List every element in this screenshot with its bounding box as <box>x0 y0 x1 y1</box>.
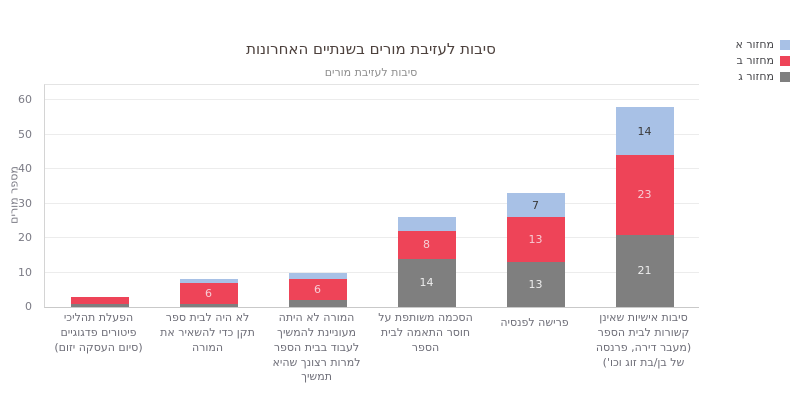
bar-segment[interactable]: 13 <box>506 217 565 263</box>
bar-segment[interactable]: 8 <box>397 231 456 259</box>
bar-segment[interactable] <box>288 300 347 307</box>
bar-segment-value-label: 13 <box>528 278 543 292</box>
x-axis-label-cell-5: פרישה לפנסיה <box>480 311 589 331</box>
gridline-50 <box>45 133 699 135</box>
stacked-bar-5: 7 13 13 <box>506 193 565 307</box>
bar-segment-value-label: 7 <box>532 198 539 212</box>
y-axis-ticks: 0 10 20 30 40 50 60 <box>0 84 40 313</box>
x-axis-label-cell-6: סיבות אישיות שאינן קשורות לבית הספר (מעב… <box>589 311 698 370</box>
bar-segment-value-label: 13 <box>528 233 543 247</box>
bar-segment-value-label: 6 <box>314 283 321 297</box>
bar-segment[interactable] <box>179 303 238 307</box>
stacked-bar-1 <box>70 296 129 307</box>
x-axis-labels: הפעלת תהליכי פיטורים פדגוגיים (סיום העסק… <box>44 311 698 385</box>
bars-container: 6 6 8 14 7 13 13 14 23 21 <box>45 85 699 307</box>
x-axis-category-label: פרישה לפנסיה <box>500 316 569 329</box>
bar-segment[interactable] <box>70 296 129 304</box>
bar-segment-value-label: 21 <box>637 264 652 278</box>
chart-subtitle: סיבות לעזיבת מורים <box>324 66 418 79</box>
legend-swatch-icon <box>780 39 790 50</box>
y-tick-label-10: 10 <box>18 265 32 279</box>
gridline-10 <box>45 271 699 273</box>
bar-column-2: 6 <box>154 85 263 307</box>
bar-segment[interactable]: 6 <box>179 282 238 304</box>
stacked-bar-3: 6 <box>288 272 347 307</box>
x-axis-label-cell-1: הפעלת תהליכי פיטורים פדגוגיים (סיום העסק… <box>44 311 153 356</box>
stacked-bar-4: 8 14 <box>397 217 456 307</box>
chart-title: סיבות לעזיבת מורים בשנתיים האחרונות <box>246 40 496 58</box>
bar-column-3: 6 <box>263 85 372 307</box>
x-axis-label-cell-2: לא היה לבית ספר תקן כדי להשאיר את המורה <box>153 311 262 356</box>
bar-segment[interactable] <box>70 303 129 307</box>
bar-segment[interactable]: 23 <box>615 155 674 235</box>
legend-item-3[interactable]: מחזור ג <box>735 70 790 83</box>
bar-segment[interactable] <box>179 279 238 283</box>
legend-item-2[interactable]: מחזור ב <box>735 54 790 67</box>
bar-column-1 <box>45 85 154 307</box>
bar-segment[interactable] <box>288 272 347 280</box>
x-axis-category-label: סיבות אישיות שאינן קשורות לבית הספר (מעב… <box>595 311 692 369</box>
bar-column-6: 14 23 21 <box>590 85 699 307</box>
bar-column-4: 8 14 <box>372 85 481 307</box>
y-tick-label-40: 40 <box>18 162 32 175</box>
bar-segment-value-label: 14 <box>419 276 434 290</box>
y-tick-label-30: 30 <box>18 196 32 210</box>
plot-area: 6 6 8 14 7 13 13 14 23 21 <box>44 84 699 308</box>
x-axis-category-label: המורה לא היתה מעוניינת להמשיך לעבוד בבית… <box>272 311 361 384</box>
gridline-20 <box>45 237 699 238</box>
legend-item-1[interactable]: מחזור א <box>735 38 790 51</box>
bar-segment[interactable] <box>397 217 456 232</box>
gridline-30 <box>45 202 699 204</box>
stacked-bar-2: 6 <box>179 279 238 307</box>
bar-segment[interactable]: 14 <box>397 258 456 307</box>
y-tick-label-50: 50 <box>18 127 32 141</box>
bar-segment[interactable]: 7 <box>506 193 565 218</box>
x-axis-label-cell-4: הסכמה משותפת על חוסר התאמה לבית הספר <box>371 311 480 356</box>
y-tick-label-60: 60 <box>18 93 32 106</box>
bar-segment-value-label: 6 <box>205 286 212 300</box>
legend-label: מחזור ג <box>738 70 774 83</box>
x-axis-label-cell-3: המורה לא היתה מעוניינת להמשיך לעבוד בבית… <box>262 311 371 385</box>
bar-segment[interactable]: 13 <box>506 262 565 307</box>
bar-column-5: 7 13 13 <box>481 85 590 307</box>
bar-segment[interactable]: 14 <box>615 106 674 156</box>
x-axis-category-label: לא היה לבית ספר תקן כדי להשאיר את המורה <box>160 311 255 354</box>
bar-segment-value-label: 8 <box>423 238 430 252</box>
bar-segment[interactable]: 21 <box>615 234 674 307</box>
y-tick-label-0: 0 <box>25 300 32 313</box>
bar-segment[interactable]: 6 <box>288 279 347 301</box>
x-axis-category-label: הסכמה משותפת על חוסר התאמה לבית הספר <box>378 311 473 354</box>
bar-segment-value-label: 23 <box>637 188 652 202</box>
y-tick-label-20: 20 <box>18 231 32 244</box>
legend: מחזור א מחזור ב מחזור ג <box>735 38 790 83</box>
legend-label: מחזור ב <box>736 54 774 67</box>
x-axis-category-label: הפעלת תהליכי פיטורים פדגוגיים (סיום העסק… <box>54 311 143 354</box>
bar-segment-value-label: 14 <box>637 124 652 138</box>
gridline-60 <box>45 99 699 100</box>
legend-label: מחזור א <box>735 38 774 51</box>
legend-swatch-icon <box>780 71 790 82</box>
gridline-40 <box>45 168 699 169</box>
stacked-bar-6: 14 23 21 <box>615 106 674 307</box>
legend-swatch-icon <box>780 55 790 66</box>
